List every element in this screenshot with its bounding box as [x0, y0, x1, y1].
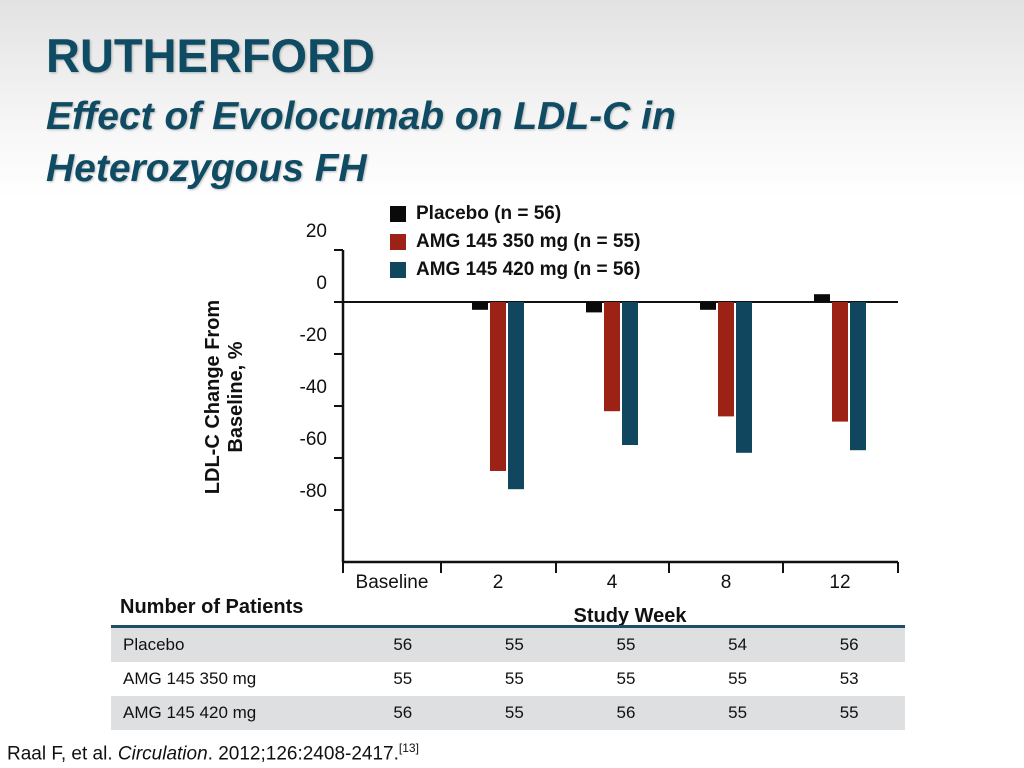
table-cell: 56 [793, 626, 905, 662]
bar-350mg-week-2 [490, 302, 506, 471]
x-tick-label: 4 [607, 572, 618, 593]
slide-title: RUTHERFORD [46, 29, 375, 82]
table-cell: 54 [681, 626, 794, 662]
legend-swatch-420mg [390, 262, 406, 278]
table-cell: 55 [458, 626, 571, 662]
y-tick-label: -60 [300, 429, 327, 450]
table-cell: 56 [570, 696, 682, 730]
y-tick-label: -40 [300, 377, 327, 398]
bar-placebo-week-12 [814, 294, 830, 302]
citation-ref: [13] [398, 741, 419, 755]
x-axis-label: Study Week [574, 605, 688, 627]
patients-table-title: Number of Patients [120, 596, 304, 618]
bar-420mg-week-8 [736, 302, 752, 453]
y-tick-label: 0 [316, 273, 327, 294]
bar-placebo-week-2 [472, 302, 488, 310]
bar-350mg-week-12 [832, 302, 848, 422]
table-row: Placebo 56 55 55 54 56 [111, 626, 905, 662]
bar-350mg-week-4 [604, 302, 620, 412]
y-tick-label: 20 [306, 221, 327, 242]
table-row-label: AMG 145 350 mg [123, 669, 257, 688]
bar-350mg-week-8 [718, 302, 734, 417]
chart-legend: Placebo (n = 56) AMG 145 350 mg (n = 55)… [390, 200, 640, 284]
citation-authors: Raal F, et al. [7, 743, 118, 765]
table-cell: 55 [393, 669, 413, 688]
table-cell: 55 [681, 696, 794, 730]
bar-placebo-week-8 [700, 302, 716, 310]
legend-item-placebo: Placebo (n = 56) [390, 200, 640, 228]
bar-420mg-week-12 [850, 302, 866, 451]
bar-420mg-week-4 [622, 302, 638, 445]
x-tick-label: 12 [829, 572, 850, 593]
x-tick-label: 8 [721, 572, 732, 593]
legend-swatch-placebo [390, 206, 406, 222]
table-row: AMG 145 350 mg 55 55 55 55 53 [111, 662, 905, 696]
y-tick-label: -20 [300, 325, 327, 346]
table-cell: 55 [616, 669, 636, 688]
table-cell: 56 [347, 626, 459, 662]
y-tick-label: -80 [300, 481, 327, 502]
citation: Raal F, et al. Circulation. 2012;126:240… [7, 741, 419, 765]
bar-placebo-week-4 [586, 302, 602, 313]
table-row-label: AMG 145 420 mg [111, 696, 347, 730]
table-cell: 56 [347, 696, 459, 730]
table-cell: 55 [504, 669, 524, 688]
legend-label-420mg: AMG 145 420 mg (n = 56) [416, 259, 641, 280]
citation-details: . 2012;126:2408-2417. [207, 743, 399, 765]
slide-subtitle: Effect of Evolocumab on LDL-C in Heteroz… [46, 95, 676, 190]
table-cell: 55 [728, 669, 748, 688]
legend-label-350mg: AMG 145 350 mg (n = 55) [416, 231, 641, 252]
legend-item-420mg: AMG 145 420 mg (n = 56) [390, 256, 640, 284]
table-cell: 55 [793, 696, 905, 730]
table-cell: 55 [458, 696, 571, 730]
x-tick-label: Baseline [356, 572, 429, 593]
patients-table: Placebo 56 55 55 54 56 AMG 145 350 mg 55… [111, 625, 905, 730]
y-axis-label: LDL-C Change FromBaseline, % [202, 300, 247, 494]
table-row-label: Placebo [111, 626, 347, 662]
table-cell: 53 [839, 669, 859, 688]
legend-item-350mg: AMG 145 350 mg (n = 55) [390, 228, 640, 256]
legend-label-placebo: Placebo (n = 56) [416, 203, 562, 224]
bar-420mg-week-2 [508, 302, 524, 490]
legend-swatch-350mg [390, 234, 406, 250]
x-tick-label: 2 [493, 572, 504, 593]
table-cell: 55 [570, 626, 682, 662]
citation-journal: Circulation [117, 743, 208, 765]
table-row: AMG 145 420 mg 56 55 56 55 55 [111, 696, 905, 730]
